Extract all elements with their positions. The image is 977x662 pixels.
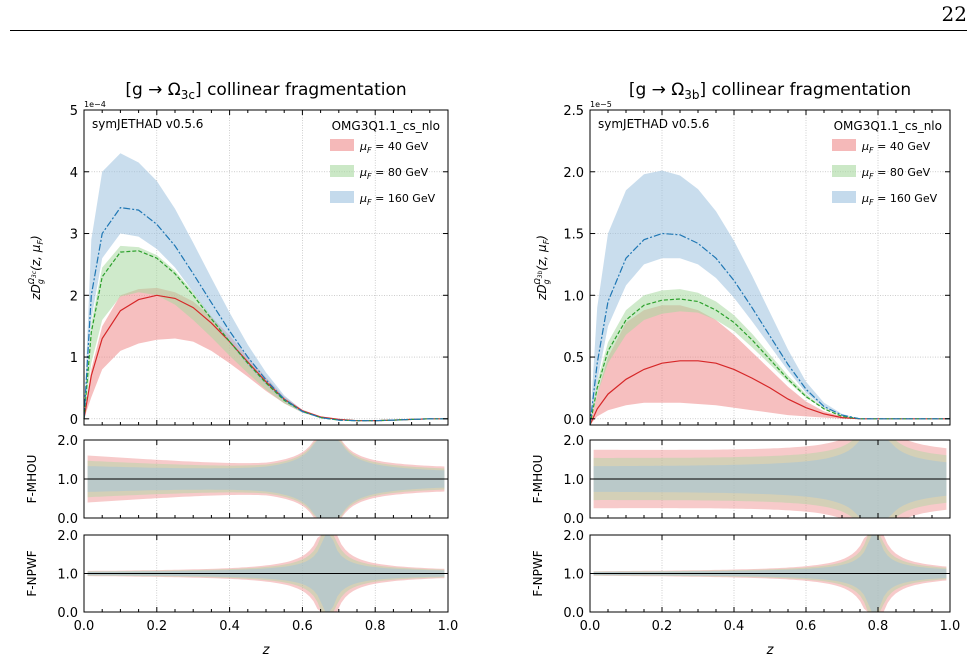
ratio-y-tick-label: 2.0 <box>57 529 78 544</box>
y-tick-label: 2 <box>70 289 78 304</box>
legend-title: OMG3Q1.1_cs_nlo <box>332 119 440 133</box>
header-rule <box>10 30 967 31</box>
page-number: 22 <box>941 2 967 26</box>
watermark-label: symJETHAD v0.5.6 <box>598 117 709 131</box>
ratio-y-label: F-NPWF <box>25 550 39 596</box>
y-axis-label: zDgΩ3b(z, μF) <box>533 235 551 301</box>
legend-entry-1: μF = 40 GeV <box>861 140 931 155</box>
ratio-y-label: F-NPWF <box>531 550 545 596</box>
ratio-panel-2: 0.0 1.0 2.0 F-NPWF <box>25 529 449 621</box>
uncertainty-band-3 <box>590 170 950 425</box>
legend-swatch-1 <box>330 139 354 151</box>
y-tick-label: 1.5 <box>563 228 584 243</box>
legend-swatch-3 <box>832 191 856 203</box>
ratio-y-tick-label: 1.0 <box>563 568 584 583</box>
central-line-3 <box>83 206 448 422</box>
ratio-panel-1: 0.0 1.0 2.0 F-MHOU <box>25 434 449 527</box>
y-tick-label: 3 <box>70 228 78 243</box>
ratio-panel-1: 0.0 1.0 2.0 F-MHOU <box>531 434 951 527</box>
y-tick-label: 0 <box>70 413 78 428</box>
ratio-y-tick-label: 2.0 <box>563 434 584 449</box>
x-axis-label: z <box>262 643 271 658</box>
x-tick-label: 1.0 <box>940 619 961 634</box>
x-tick-label: 1.0 <box>438 619 459 634</box>
ratio-y-label: F-MHOU <box>25 455 39 504</box>
watermark-label: symJETHAD v0.5.6 <box>92 117 203 131</box>
ratio-y-tick-label: 0.0 <box>57 512 78 527</box>
legend-title: OMG3Q1.1_cs_nlo <box>834 119 942 133</box>
legend-swatch-1 <box>832 139 856 151</box>
ratio-panel-2: 0.0 1.0 2.0 F-NPWF <box>531 529 951 621</box>
y-tick-label: 1.0 <box>563 289 584 304</box>
legend-entry-2: μF = 80 GeV <box>359 166 429 181</box>
chart-title: [g → Ω3b] collinear fragmentation <box>629 80 911 102</box>
uncertainty-band-3 <box>84 153 448 421</box>
ratio-y-tick-label: 0.0 <box>563 606 584 621</box>
x-tick-label: 0.8 <box>365 619 386 634</box>
chart-title: [g → Ω3c] collinear fragmentation <box>125 80 406 102</box>
x-tick-label: 0.8 <box>868 619 889 634</box>
x-tick-label: 0.4 <box>219 619 240 634</box>
ratio-y-tick-label: 1.0 <box>57 568 78 583</box>
legend-swatch-2 <box>330 165 354 177</box>
legend-swatch-2 <box>832 165 856 177</box>
uncertainty-band-1 <box>84 287 448 421</box>
y-tick-label: 1 <box>70 351 78 366</box>
x-tick-label: 0.2 <box>146 619 167 634</box>
x-tick-label: 0.6 <box>292 619 313 634</box>
ratio-y-label: F-MHOU <box>531 455 545 504</box>
legend-entry-3: μF = 160 GeV <box>359 192 436 207</box>
y-axis-label: zDgΩ3c(z, μF) <box>27 235 45 300</box>
central-line-2 <box>589 298 950 426</box>
chart-panel-2: [g → Ω3b] collinear fragmentation 0.0 0.5 1… <box>531 80 960 658</box>
ratio-y-tick-label: 2.0 <box>563 529 584 544</box>
legend-entry-1: μF = 40 GeV <box>359 140 429 155</box>
x-tick-label: 0.6 <box>796 619 817 634</box>
x-tick-label: 0.4 <box>724 619 745 634</box>
x-tick-label: 0.0 <box>580 619 601 634</box>
x-axis-label: z <box>766 643 775 658</box>
ratio-y-tick-label: 0.0 <box>57 606 78 621</box>
y-tick-label: 5 <box>70 104 78 119</box>
y-tick-label: 0.5 <box>563 351 584 366</box>
legend-entry-3: μF = 160 GeV <box>861 192 938 207</box>
y-tick-label: 4 <box>70 166 78 181</box>
y-tick-label: 2.0 <box>563 166 584 181</box>
uncertainty-band-2 <box>590 289 950 425</box>
y-tick-label: 0.0 <box>563 413 584 428</box>
uncertainty-band-2 <box>84 245 448 421</box>
y-scale-exponent: 1e−4 <box>84 100 106 109</box>
x-tick-label: 0.2 <box>652 619 673 634</box>
legend-swatch-3 <box>330 191 354 203</box>
uncertainty-band-1 <box>590 305 950 425</box>
ratio-y-tick-label: 1.0 <box>57 473 78 488</box>
y-tick-label: 2.5 <box>563 104 584 119</box>
x-tick-label: 0.0 <box>74 619 95 634</box>
y-scale-exponent: 1e−5 <box>590 100 612 109</box>
ratio-y-tick-label: 1.0 <box>563 473 584 488</box>
ratio-y-tick-label: 2.0 <box>57 434 78 449</box>
ratio-y-tick-label: 0.0 <box>563 512 584 527</box>
legend-entry-2: μF = 80 GeV <box>861 166 931 181</box>
central-line-3 <box>589 232 950 426</box>
